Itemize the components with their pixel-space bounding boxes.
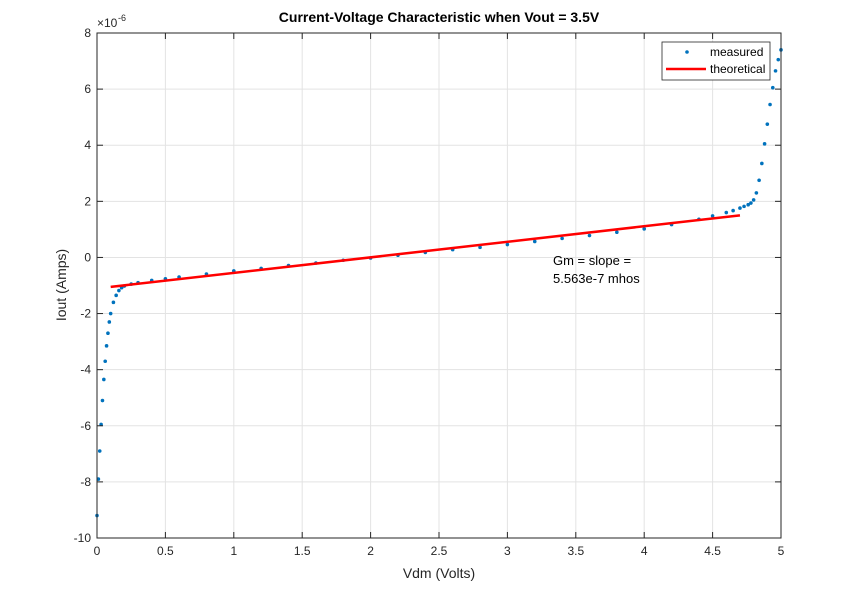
measured-point: [768, 102, 772, 107]
measured-point: [114, 293, 118, 298]
x-tick-label: 5: [778, 544, 785, 558]
measured-point: [532, 239, 537, 244]
y-tick-label: -4: [80, 363, 91, 377]
legend-measured-marker: [685, 50, 689, 54]
y-tick-label: 0: [84, 250, 91, 264]
y-tick-label: -6: [80, 419, 91, 433]
measured-point: [765, 122, 770, 126]
theoretical-line: [110, 214, 741, 289]
x-tick-label: 1: [230, 544, 237, 558]
x-tick-label: 3: [504, 544, 511, 558]
measured-point: [478, 245, 482, 250]
y-axis-ticks: -10 -8 -6 -4 -2 0 2 4 6 8: [74, 26, 781, 545]
x-tick-label: 0: [94, 544, 101, 558]
measured-point: [106, 331, 110, 335]
annotation-line-1: Gm = slope =: [553, 253, 631, 268]
legend-box: [661, 41, 771, 81]
y-tick-label: 6: [84, 82, 91, 96]
measured-point: [710, 214, 715, 218]
measured-point: [757, 178, 761, 183]
measured-point: [100, 398, 105, 403]
y-tick-label: -8: [80, 475, 91, 489]
measured-point: [587, 233, 592, 238]
measured-point: [117, 288, 121, 293]
measured-point: [749, 201, 753, 205]
measured-point: [111, 300, 116, 305]
measured-point: [724, 210, 729, 215]
measured-point: [770, 85, 775, 90]
measured-point: [754, 191, 759, 195]
measured-point: [751, 198, 756, 202]
chart-title: Current-Voltage Characteristic when Vout…: [279, 9, 600, 25]
y-tick-label: 4: [84, 138, 91, 152]
y-tick-label: 2: [84, 194, 91, 208]
measured-point: [99, 422, 103, 427]
series-layer: [95, 48, 783, 518]
slope-annotation: Gm = slope = 5.563e-7 mhos: [553, 253, 640, 286]
y-tick-label: -10: [74, 531, 92, 545]
measured-point: [731, 208, 735, 213]
measured-point: [560, 236, 564, 241]
x-tick-label: 4: [641, 544, 648, 558]
measured-point: [615, 230, 619, 234]
legend-measured-label: measured: [710, 45, 763, 59]
y-axis-multiplier: ×10 -6: [97, 13, 126, 30]
x-axis-ticks: 0 0.5 1 1.5 2 2.5 3 3.5 4 4.5 5: [94, 33, 785, 558]
measured-point: [104, 344, 109, 348]
measured-point: [97, 449, 102, 453]
measured-point: [762, 142, 767, 146]
y-tick-label: -2: [80, 307, 91, 321]
x-axis-label: Vdm (Volts): [403, 565, 475, 581]
measured-point: [107, 320, 112, 324]
measured-point: [505, 242, 510, 247]
legend: measured theoretical: [661, 41, 771, 81]
y-tick-label: 8: [84, 26, 91, 40]
x-tick-label: 2.5: [431, 544, 448, 558]
legend-theoretical-label: theoretical: [710, 62, 765, 76]
y-multiplier-base: ×10: [97, 16, 118, 30]
measured-point: [760, 161, 764, 166]
x-tick-label: 2: [367, 544, 374, 558]
measured-point: [773, 69, 778, 73]
measured-point: [738, 206, 742, 210]
y-multiplier-exponent: -6: [118, 13, 126, 23]
x-tick-label: 0.5: [157, 544, 174, 558]
measured-point: [746, 202, 750, 207]
x-tick-label: 4.5: [704, 544, 721, 558]
measured-point: [103, 359, 108, 364]
measured-point: [102, 377, 106, 382]
x-tick-label: 3.5: [567, 544, 584, 558]
x-tick-label: 1.5: [294, 544, 311, 558]
measured-point: [108, 311, 113, 316]
annotation-line-2: 5.563e-7 mhos: [553, 271, 640, 286]
measured-point: [642, 227, 646, 231]
measured-point: [776, 57, 781, 62]
y-axis-label: Iout (Amps): [53, 249, 69, 321]
measured-point: [742, 204, 746, 209]
